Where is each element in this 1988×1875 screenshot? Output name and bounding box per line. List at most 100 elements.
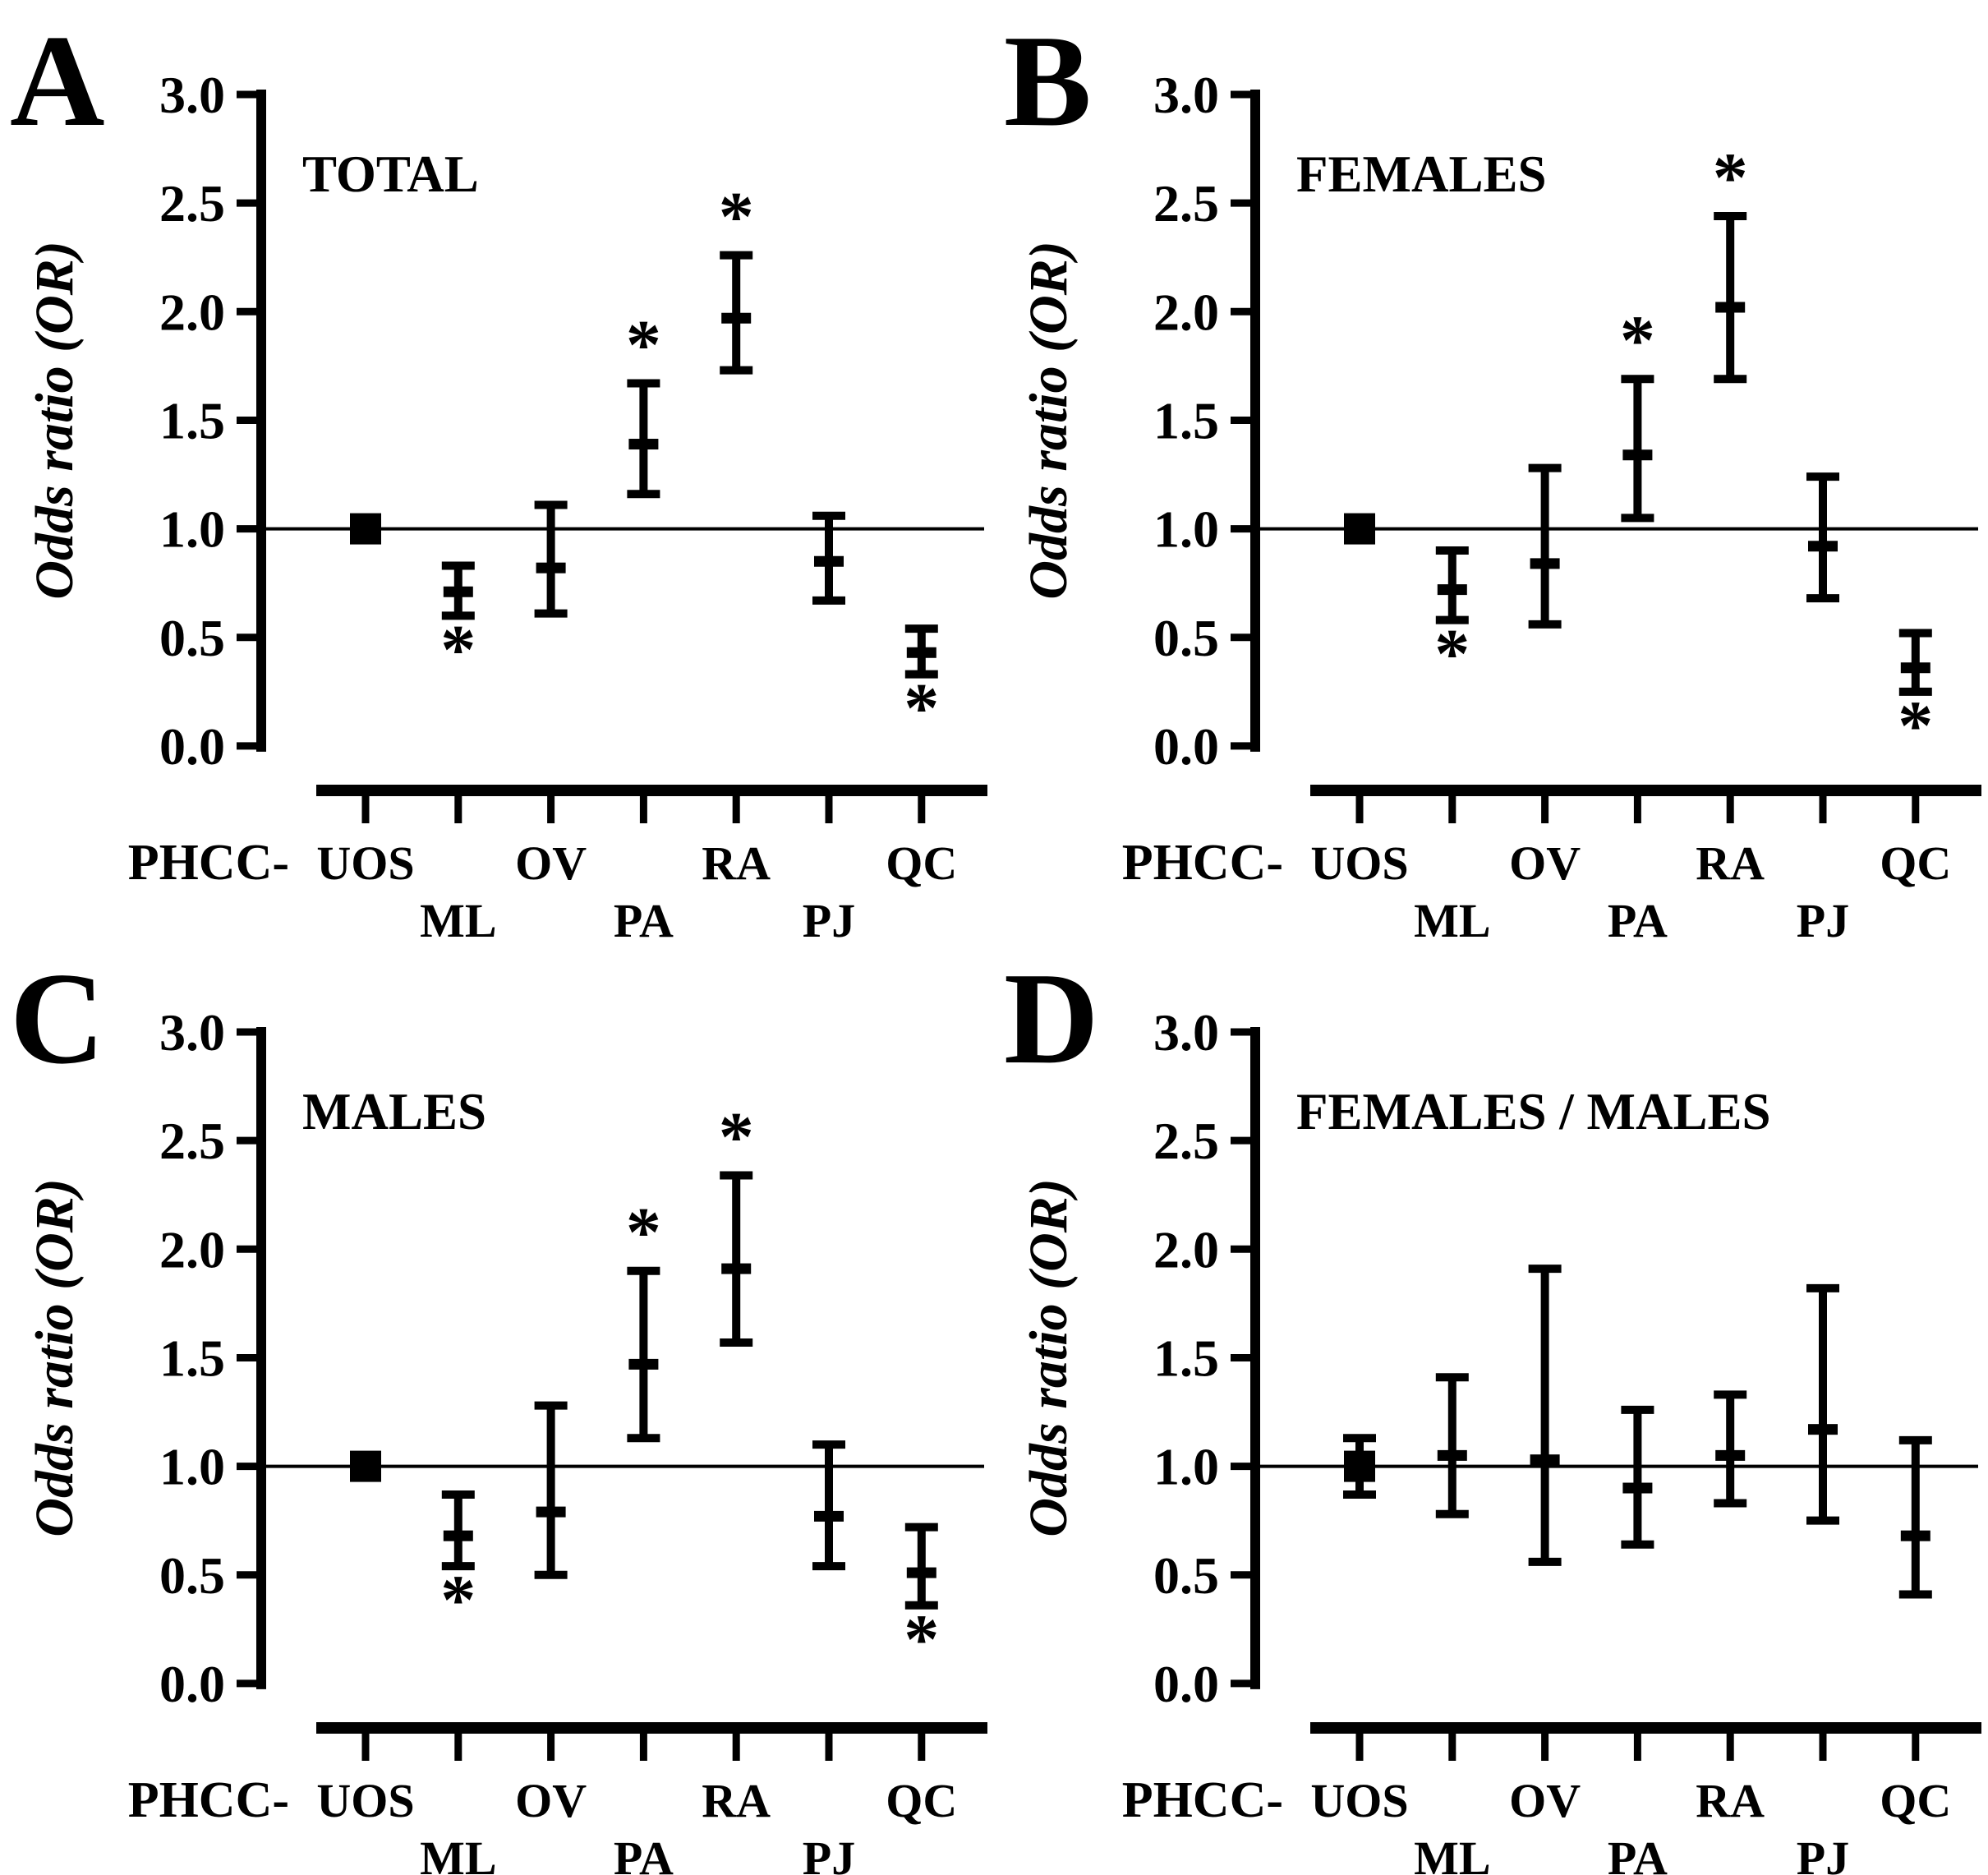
point-marker-dash	[721, 312, 752, 324]
y-tick-label: 3.0	[159, 1003, 225, 1062]
point-marker-dash	[1530, 558, 1560, 569]
category-label: RA	[702, 1774, 771, 1827]
category-label: RA	[702, 836, 771, 890]
category-label: PA	[614, 894, 674, 947]
category-label: QC	[886, 836, 957, 890]
significance-star: *	[719, 1097, 754, 1176]
significance-star: *	[626, 306, 661, 385]
category-label: PA	[1608, 894, 1668, 947]
category-label: PA	[614, 1831, 674, 1875]
y-axis-title: Odds ratio (OR)	[1019, 1178, 1079, 1536]
y-tick-label: 3.0	[1153, 66, 1219, 124]
panel-b-chart: B 3.0 2.5 2.0 1.5 1.0 0.5 0.0 Odds ratio (OR) FEM…	[1004, 7, 1981, 947]
y-tick-label: 1.5	[159, 1329, 225, 1387]
x-axis-prefix-label: PHCC-	[128, 1772, 289, 1828]
category-label: OV	[1509, 1774, 1581, 1827]
category-label: OV	[515, 1774, 587, 1827]
point-marker-dash	[1900, 662, 1930, 674]
y-tick-label: 0.0	[1153, 1655, 1219, 1713]
significance-star: *	[719, 177, 754, 256]
point-marker-dash	[536, 562, 566, 574]
significance-star: *	[1898, 686, 1933, 765]
point-marker-dash	[906, 647, 936, 658]
x-axis-prefix-label: PHCC-	[1122, 835, 1283, 891]
y-axis-title: Odds ratio (OR)	[25, 1178, 85, 1536]
category-label: QC	[1880, 836, 1951, 890]
category-label: ML	[1414, 894, 1490, 947]
y-tick-label: 0.0	[159, 1655, 225, 1713]
y-tick-label: 0.0	[1153, 717, 1219, 776]
category-label: RA	[1696, 1774, 1765, 1827]
x-axis-prefix-label: PHCC-	[1122, 1772, 1283, 1828]
point-marker-dash	[1900, 1530, 1930, 1541]
point-marker-dash	[1437, 584, 1467, 596]
y-tick-label: 2.5	[1153, 174, 1219, 233]
point-marker-square	[350, 1450, 381, 1482]
y-tick-label: 1.0	[159, 500, 225, 559]
y-tick-label: 2.0	[1153, 1220, 1219, 1278]
y-tick-label: 2.5	[1153, 1112, 1219, 1170]
y-axis-title: Odds ratio (OR)	[25, 241, 85, 599]
category-label: QC	[1880, 1774, 1951, 1827]
point-marker-dash	[628, 439, 659, 450]
point-marker-dash	[443, 586, 473, 597]
significance-star: *	[904, 669, 939, 748]
y-tick-label: 1.0	[1153, 1438, 1219, 1496]
significance-star: *	[626, 1193, 661, 1272]
panel-a: A 3.0 2.5 2.0 1.5 1.0 0.5 0.0 Odds ratio (OR) TOT…	[0, 0, 994, 947]
y-tick-label: 2.0	[1153, 283, 1219, 341]
point-marker-dash	[1715, 1449, 1746, 1461]
y-tick-label: 1.0	[159, 1438, 225, 1496]
y-tick-label: 0.5	[159, 609, 225, 667]
point-marker-dash	[536, 1506, 566, 1518]
y-tick-label: 2.5	[159, 174, 225, 233]
panel-d-chart: D 3.0 2.5 2.0 1.5 1.0 0.5 0.0 Odds ratio (OR) FEM…	[1004, 945, 1981, 1875]
panel-d: D 3.0 2.5 2.0 1.5 1.0 0.5 0.0 Odds ratio (OR) FEM…	[994, 938, 1988, 1875]
category-label: UOS	[1310, 836, 1408, 890]
panel-b: B 3.0 2.5 2.0 1.5 1.0 0.5 0.0 Odds ratio (OR) FEM…	[994, 0, 1988, 947]
significance-star: *	[1434, 615, 1470, 693]
category-label: ML	[420, 1831, 496, 1875]
point-marker-dash	[1437, 1449, 1467, 1461]
y-axis-title: Odds ratio (OR)	[1019, 241, 1079, 599]
y-tick-label: 1.5	[159, 391, 225, 449]
panel-a-chart: A 3.0 2.5 2.0 1.5 1.0 0.5 0.0 Odds ratio (OR) TOT…	[10, 7, 987, 947]
significance-star: *	[1620, 301, 1655, 380]
panel-title: TOTAL	[302, 145, 479, 203]
panel-title: FEMALES / MALES	[1296, 1083, 1771, 1140]
y-tick-label: 3.0	[159, 66, 225, 124]
y-tick-label: 2.5	[159, 1112, 225, 1170]
category-label: PJ	[803, 894, 855, 947]
significance-star: *	[904, 1600, 939, 1679]
y-tick-label: 2.0	[159, 1220, 225, 1278]
significance-star: *	[1713, 138, 1748, 217]
x-axis-prefix-label: PHCC-	[128, 835, 289, 891]
point-marker-dash	[1530, 1454, 1560, 1466]
panel-letter: A	[10, 7, 105, 154]
y-tick-label: 3.0	[1153, 1003, 1219, 1062]
point-marker-square	[1344, 513, 1375, 545]
y-tick-label: 1.5	[1153, 391, 1219, 449]
category-label: ML	[420, 894, 496, 947]
category-label: PA	[1608, 1831, 1668, 1875]
point-marker-square	[350, 513, 381, 545]
y-tick-label: 1.0	[1153, 500, 1219, 559]
significance-star: *	[440, 1560, 476, 1639]
panel-letter: B	[1004, 7, 1092, 154]
point-marker-dash	[1715, 302, 1746, 313]
category-label: UOS	[316, 836, 414, 890]
panel-c-chart: C 3.0 2.5 2.0 1.5 1.0 0.5 0.0 Odds ratio (OR) MAL…	[10, 945, 987, 1875]
point-marker-square	[1344, 1450, 1375, 1482]
category-label: PJ	[803, 1831, 855, 1875]
category-label: UOS	[316, 1774, 414, 1827]
y-tick-label: 0.5	[1153, 1546, 1219, 1605]
category-label: OV	[515, 836, 587, 890]
point-marker-dash	[1808, 1424, 1838, 1435]
category-label: PJ	[1797, 1831, 1849, 1875]
point-marker-dash	[814, 555, 844, 567]
point-marker-dash	[628, 1358, 659, 1370]
category-label: OV	[1509, 836, 1581, 890]
point-marker-dash	[443, 1530, 473, 1541]
point-marker-dash	[906, 1567, 936, 1578]
